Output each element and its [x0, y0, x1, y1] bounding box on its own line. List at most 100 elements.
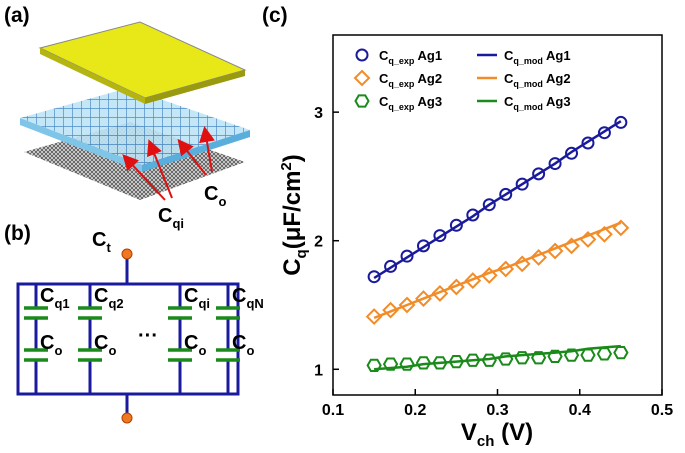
marker — [530, 249, 548, 266]
marker — [382, 357, 399, 371]
label-sub: o — [54, 343, 62, 358]
x-tick-label: 0.1 — [322, 402, 344, 419]
y-tick-label: 1 — [314, 362, 323, 379]
label-sub: t — [106, 240, 111, 255]
label-base: C — [158, 205, 172, 227]
marker — [382, 301, 399, 319]
series-line — [374, 344, 621, 371]
marker — [367, 270, 381, 284]
label-rest: (μF/cm — [279, 171, 306, 250]
marker — [498, 352, 514, 366]
marker — [580, 348, 596, 362]
legend-label: Cq_exp Ag3 — [379, 94, 442, 112]
panel-label: (a) — [4, 4, 30, 27]
marker — [565, 146, 579, 160]
rails — [16, 282, 240, 396]
marker — [400, 249, 414, 263]
terminal — [121, 412, 133, 424]
y-tick-label: 3 — [314, 105, 323, 122]
marker — [597, 126, 611, 140]
marker — [449, 218, 463, 232]
legend-label: Cq_mod Ag1 — [504, 48, 571, 66]
marker — [547, 349, 563, 364]
marker — [415, 356, 432, 370]
label-base: C — [94, 332, 108, 354]
label-sup: 2 — [278, 162, 295, 170]
label-sub: o — [198, 343, 206, 358]
label-ct: Ct — [92, 229, 111, 255]
y-axis-label: Cq(μF/cm2) — [278, 154, 310, 276]
legend-label: Cq_exp Ag1 — [379, 48, 442, 66]
label-base: C — [232, 285, 246, 307]
capacitor-label: Cq2 — [94, 285, 124, 311]
plot-frame — [332, 34, 663, 396]
label-sub: o — [218, 194, 226, 209]
capacitor-label: Co — [40, 332, 62, 358]
x-tick-label: 0.3 — [486, 402, 508, 419]
marker — [513, 255, 531, 273]
arrow — [199, 126, 215, 173]
label-sub: qN — [246, 296, 263, 311]
marker — [530, 351, 547, 365]
panel-label: (c) — [262, 4, 288, 27]
label-base: C — [40, 332, 54, 354]
x-axis-label: Vch (V) — [461, 419, 533, 450]
panel-label: (b) — [4, 222, 31, 245]
label-base: C — [40, 285, 54, 307]
label-sub: q1 — [54, 296, 69, 311]
label-sub: q — [293, 249, 310, 258]
capacitor-label: Co — [184, 332, 206, 358]
legend-label: Cq_mod Ag2 — [504, 71, 571, 89]
dielectric-edge — [20, 118, 142, 172]
marker — [480, 267, 498, 284]
marker — [613, 345, 629, 360]
label-base: V — [461, 419, 477, 446]
label-cqi: Cqi — [158, 205, 184, 231]
label-rest: (V) — [494, 419, 533, 446]
series-line — [373, 120, 622, 280]
label-sub: ch — [477, 433, 495, 450]
x-tick-label: 0.4 — [569, 402, 591, 419]
arrow — [147, 139, 173, 199]
y-tick-label: 2 — [314, 234, 323, 251]
gate-edge — [145, 70, 245, 104]
marker — [399, 357, 415, 371]
label-sub: q2 — [108, 296, 123, 311]
label-base: C — [204, 183, 218, 205]
marker — [515, 177, 529, 191]
label-sub: o — [108, 343, 116, 358]
label-co: Co — [204, 183, 226, 209]
label-sub: qi — [172, 216, 184, 231]
marker — [355, 48, 369, 62]
label-base: C — [94, 285, 108, 307]
marker — [365, 308, 383, 325]
legend-label: Cq_exp Ag2 — [379, 71, 442, 89]
label-sub: qi — [198, 296, 210, 311]
marker — [514, 351, 530, 365]
marker — [596, 347, 613, 361]
label-sub: o — [246, 343, 254, 358]
label-end: ) — [279, 154, 306, 162]
marker — [482, 198, 496, 212]
ellipsis: ··· — [138, 325, 158, 347]
x-tick-label: 0.2 — [404, 402, 426, 419]
marker — [384, 259, 398, 273]
marker — [466, 208, 480, 222]
panel-a: Cqi Co — [20, 21, 250, 231]
capacitor-label: Cq1 — [40, 285, 70, 311]
series-line — [373, 221, 622, 320]
marker — [416, 239, 430, 253]
marker — [614, 115, 628, 129]
arrow — [122, 154, 166, 201]
label-base: C — [279, 258, 306, 275]
gate-plate — [38, 21, 247, 99]
label-base: C — [232, 332, 246, 354]
marker — [548, 157, 562, 171]
marker — [499, 187, 513, 201]
dielectric-edge — [142, 130, 250, 172]
arrow — [177, 138, 207, 176]
label-base: C — [184, 332, 198, 354]
